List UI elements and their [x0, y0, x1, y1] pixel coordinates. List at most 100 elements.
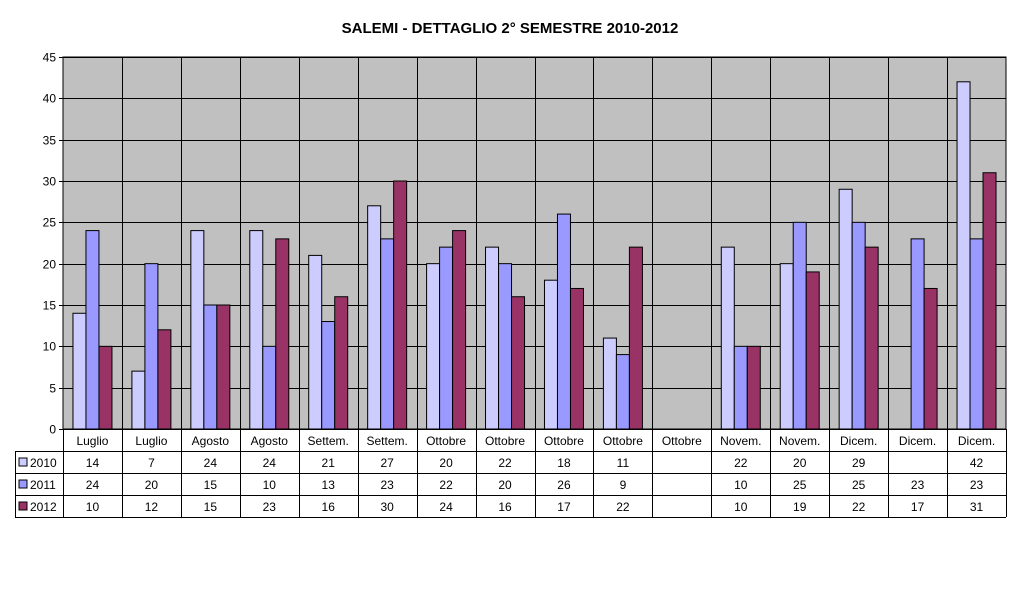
data-label: 20	[793, 456, 807, 470]
bar-2011	[615, 354, 630, 430]
y-tick-label: 35	[43, 134, 57, 148]
bar-2012	[864, 246, 879, 430]
y-tick-label: 10	[43, 340, 57, 354]
data-label: 27	[380, 456, 394, 470]
bar-2010	[131, 370, 146, 430]
bar-2010	[779, 263, 794, 430]
data-label: 23	[380, 478, 394, 492]
y-tick-label: 40	[43, 92, 57, 106]
category-label: Settem.	[366, 434, 407, 448]
data-label: 22	[616, 500, 630, 514]
data-label: 24	[439, 500, 453, 514]
category-label: Settem.	[308, 434, 349, 448]
data-label: 20	[145, 478, 159, 492]
bar-2012	[511, 296, 526, 430]
data-label: 16	[498, 500, 512, 514]
category-label: Agosto	[192, 434, 230, 448]
bar-2012	[157, 329, 172, 430]
data-label: 9	[620, 478, 627, 492]
bar-2010	[485, 246, 500, 430]
data-label: 21	[322, 456, 336, 470]
bar-2010	[72, 312, 87, 430]
y-tick-label: 20	[43, 258, 57, 272]
bar-2011	[969, 238, 984, 430]
bar-2010	[308, 254, 323, 430]
category-label: Ottobre	[662, 434, 702, 448]
data-label: 25	[852, 478, 866, 492]
bar-2010	[543, 279, 558, 430]
data-label: 29	[852, 456, 866, 470]
category-label: Ottobre	[426, 434, 466, 448]
data-label: 22	[439, 478, 453, 492]
y-tick-label: 15	[43, 299, 57, 313]
category-label: Ottobre	[603, 434, 643, 448]
bar-2010	[249, 230, 264, 430]
data-label: 24	[263, 456, 277, 470]
data-label: 23	[970, 478, 984, 492]
bar-2012	[982, 172, 997, 430]
legend-key-2012	[18, 501, 28, 511]
legend-label: 2012	[30, 500, 57, 514]
bar-2012	[569, 287, 584, 430]
bar-2012	[452, 230, 467, 430]
bar-2012	[746, 345, 761, 430]
data-label: 12	[145, 500, 159, 514]
legend-key-2011	[18, 479, 28, 489]
data-label: 10	[263, 478, 277, 492]
bar-2010	[426, 263, 441, 430]
data-label: 24	[204, 456, 218, 470]
data-label: 10	[86, 500, 100, 514]
data-label: 20	[498, 478, 512, 492]
bar-2011	[380, 238, 395, 430]
data-label: 16	[322, 500, 336, 514]
data-label: 13	[322, 478, 336, 492]
data-label: 22	[734, 456, 748, 470]
data-label: 23	[263, 500, 277, 514]
legend-label: 2011	[30, 478, 56, 492]
bar-2012	[628, 246, 643, 430]
data-label: 11	[617, 456, 630, 470]
category-label: Agosto	[251, 434, 289, 448]
bar-2012	[393, 180, 408, 430]
category-label: Luglio	[135, 434, 167, 448]
data-label: 25	[793, 478, 807, 492]
y-tick-label: 45	[43, 51, 57, 65]
y-tick-label: 0	[49, 423, 56, 437]
data-label: 19	[793, 500, 807, 514]
data-label: 20	[439, 456, 453, 470]
bar-2011	[321, 321, 336, 430]
data-label: 42	[970, 456, 984, 470]
bar-2011	[262, 345, 277, 430]
data-label: 26	[557, 478, 571, 492]
bar-2012	[98, 345, 113, 430]
chart-title: SALEMI - DETTAGLIO 2° SEMESTRE 2010-2012	[341, 20, 679, 37]
category-label: Ottobre	[544, 434, 584, 448]
bar-2010	[720, 246, 735, 430]
data-label: 17	[911, 500, 925, 514]
bar-2012	[275, 238, 290, 430]
bar-2011	[556, 213, 571, 430]
y-tick-label: 25	[43, 216, 57, 230]
data-label: 17	[557, 500, 571, 514]
data-label: 30	[380, 500, 394, 514]
data-label: 31	[970, 500, 984, 514]
data-label: 15	[204, 500, 218, 514]
data-label: 22	[498, 456, 512, 470]
data-label: 23	[911, 478, 925, 492]
bar-2010	[838, 188, 853, 430]
legend-label: 2010	[30, 456, 57, 470]
category-label: Dicem.	[899, 434, 936, 448]
bar-2011	[439, 246, 454, 430]
bar-2012	[334, 296, 349, 430]
bar-2011	[203, 304, 218, 430]
data-label: 15	[204, 478, 218, 492]
y-tick-label: 30	[43, 175, 57, 189]
legend-key-2010	[18, 457, 28, 467]
category-label: Novem.	[779, 434, 820, 448]
category-label: Dicem.	[840, 434, 877, 448]
bar-2011	[85, 230, 100, 430]
bar-2010	[190, 230, 205, 430]
bar-2011	[910, 238, 925, 430]
data-label: 22	[852, 500, 866, 514]
